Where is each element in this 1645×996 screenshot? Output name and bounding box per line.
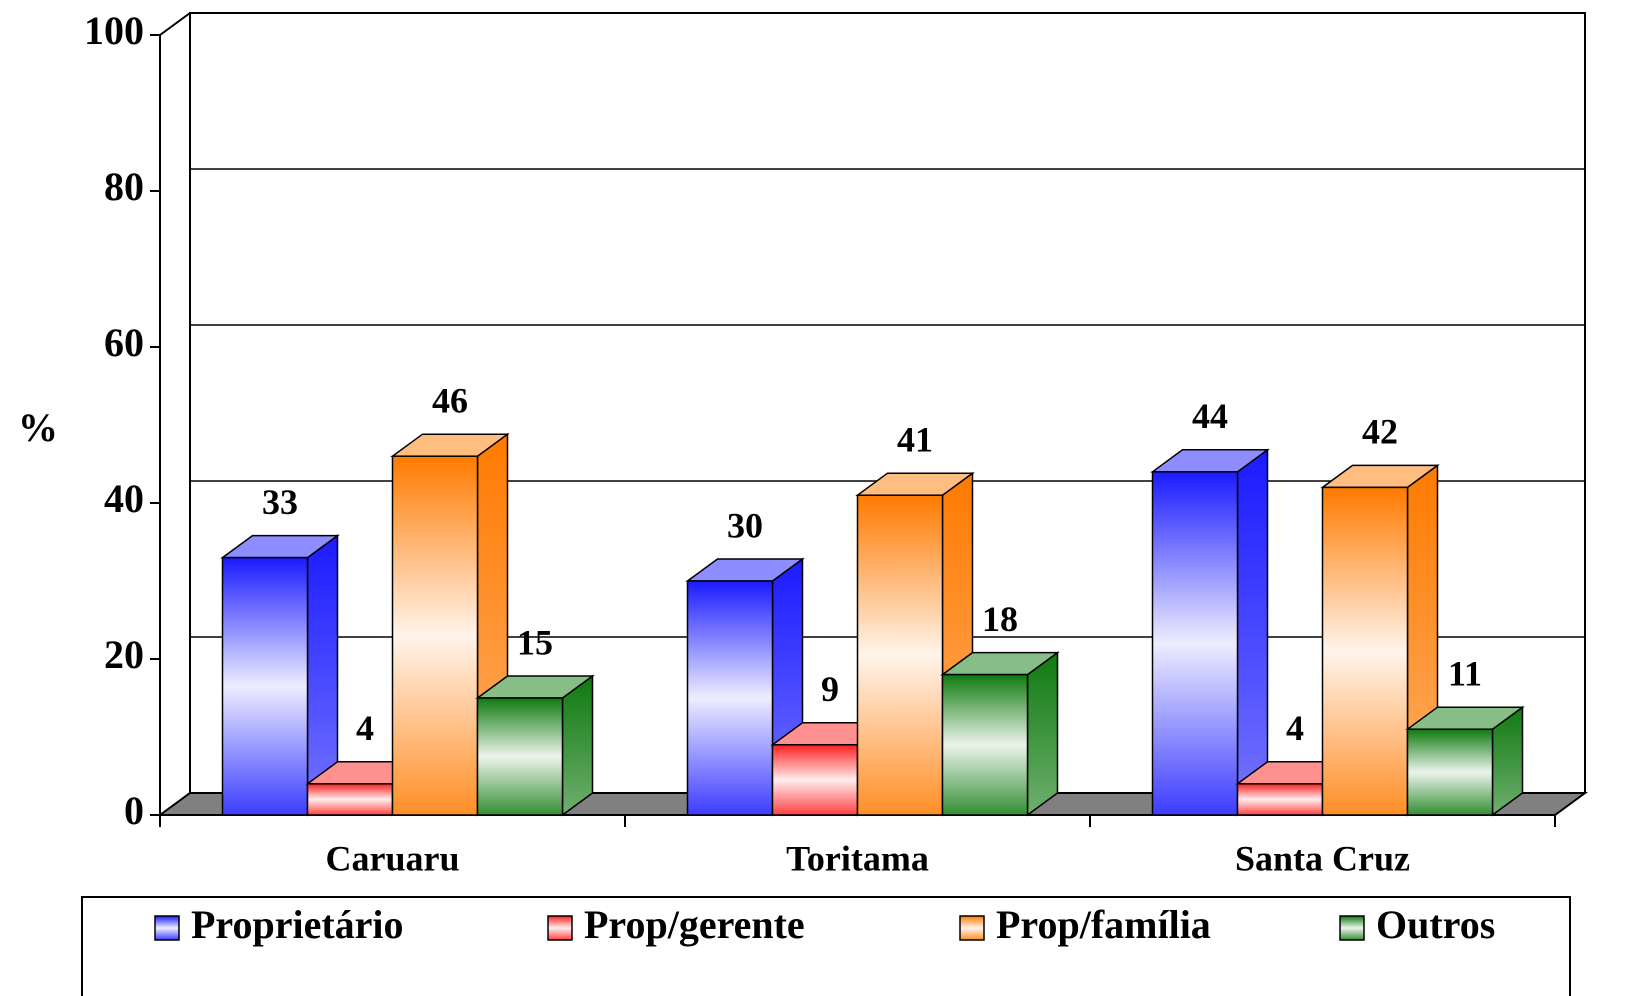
y-tick-label: 20 xyxy=(104,632,144,677)
legend-box xyxy=(81,896,1571,996)
value-label: 15 xyxy=(517,622,553,662)
value-label: 46 xyxy=(432,380,468,420)
axis-depth xyxy=(159,12,191,36)
y-axis-label: % xyxy=(18,405,58,450)
x-tick-label: Toritama xyxy=(786,838,929,878)
bar-front xyxy=(306,783,394,816)
bar-front xyxy=(221,556,309,816)
y-tick-label: 0 xyxy=(124,788,144,833)
y-tick-label: 80 xyxy=(104,164,144,209)
y-tick-label: 100 xyxy=(84,8,144,53)
value-label: 44 xyxy=(1192,396,1228,436)
legend-swatch xyxy=(959,915,985,941)
bar-front xyxy=(771,744,859,816)
value-label: 9 xyxy=(821,669,839,709)
value-label: 4 xyxy=(1286,708,1304,748)
legend-label: Prop/família xyxy=(996,902,1211,947)
value-label: 42 xyxy=(1362,412,1398,452)
bar xyxy=(475,674,595,817)
bar-front xyxy=(1406,728,1494,816)
bar-front xyxy=(686,580,774,816)
bar-front xyxy=(1236,783,1324,816)
y-tick-label: 40 xyxy=(104,476,144,521)
bar-side xyxy=(1236,448,1269,817)
x-tick-label: Santa Cruz xyxy=(1235,838,1410,878)
y-tick-label: 60 xyxy=(104,320,144,365)
value-label: 11 xyxy=(1448,653,1482,693)
bar-front xyxy=(1151,471,1239,816)
legend-label: Prop/gerente xyxy=(584,902,805,947)
bar-front xyxy=(856,494,944,816)
value-label: 30 xyxy=(727,505,763,545)
bar xyxy=(940,651,1060,817)
legend-swatch xyxy=(547,915,573,941)
legend-swatch xyxy=(154,915,180,941)
bar-front xyxy=(1321,486,1409,816)
legend-label: Proprietário xyxy=(191,902,404,947)
legend-label: Outros xyxy=(1376,902,1495,947)
x-tick-label: Caruaru xyxy=(326,838,460,878)
value-label: 4 xyxy=(356,708,374,748)
legend-swatch xyxy=(1339,915,1365,941)
bar xyxy=(390,432,510,817)
bar xyxy=(220,534,340,817)
bar-front xyxy=(941,673,1029,816)
bar-front xyxy=(391,455,479,816)
value-label: 18 xyxy=(982,599,1018,639)
bar-side xyxy=(561,674,594,817)
bar-front xyxy=(476,697,564,816)
value-label: 33 xyxy=(262,482,298,522)
value-label: 41 xyxy=(897,419,933,459)
bar xyxy=(1405,705,1525,817)
bar-side xyxy=(1026,651,1059,817)
bar xyxy=(1150,448,1270,817)
